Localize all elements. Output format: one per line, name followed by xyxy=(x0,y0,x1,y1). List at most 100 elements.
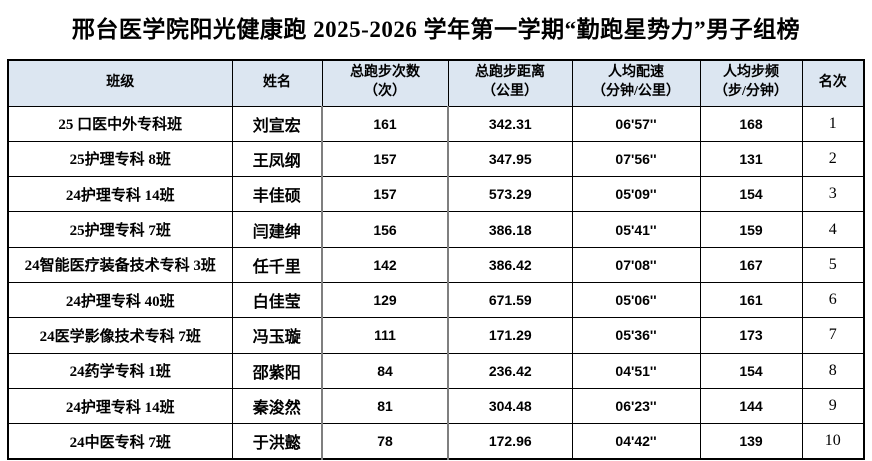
column-header-runs: 总跑步次数 （次） xyxy=(321,59,449,107)
cell-rank: 3 xyxy=(801,176,865,213)
column-header-label: 班级 xyxy=(106,74,135,90)
column-header-unit: （步/分钟） xyxy=(714,84,788,100)
cell-runs: 157 xyxy=(321,176,449,213)
cell-name: 闫建绅 xyxy=(231,211,323,248)
column-header-label: 总跑步距离 xyxy=(475,65,545,81)
cell-distance: 386.18 xyxy=(447,211,573,248)
cell-runs: 156 xyxy=(321,211,449,248)
cell-class: 24中医专科 7班 xyxy=(7,423,233,460)
cell-pace: 07'56'' xyxy=(571,140,701,178)
table-row: 24护理专科 40班 白佳莹 129 671.59 05'06'' 161 6 xyxy=(7,281,865,319)
cell-distance: 386.42 xyxy=(447,246,573,283)
cell-name: 丰佳硕 xyxy=(231,176,323,213)
cell-name: 白佳莹 xyxy=(231,281,323,319)
cell-class: 24护理专科 14班 xyxy=(7,387,233,425)
cell-pace: 05'36'' xyxy=(571,317,701,354)
table-row: 24医学影像技术专科 7班 冯玉璇 111 171.29 05'36'' 173 7 xyxy=(7,317,865,354)
cell-class: 24智能医疗装备技术专科 3班 xyxy=(7,246,233,283)
column-header-label: 名次 xyxy=(818,74,847,90)
page-title: 邢台医学院阳光健康跑 2025-2026 学年第一学期“勤跑星势力”男子组榜 xyxy=(71,17,801,42)
cell-cadence: 173 xyxy=(699,317,803,354)
cell-class: 25 口医中外专科班 xyxy=(7,105,233,142)
cell-cadence: 159 xyxy=(699,211,803,248)
cell-pace: 06'23'' xyxy=(571,387,701,425)
cell-rank: 2 xyxy=(801,140,865,178)
cell-name: 王凤纲 xyxy=(231,140,323,178)
cell-runs: 129 xyxy=(321,281,449,319)
table-row: 24护理专科 14班 丰佳硕 157 573.29 05'09'' 154 3 xyxy=(7,176,865,213)
cell-cadence: 167 xyxy=(699,246,803,283)
cell-cadence: 154 xyxy=(699,176,803,213)
cell-pace: 04'42'' xyxy=(571,423,701,460)
cell-class: 24护理专科 40班 xyxy=(7,281,233,319)
column-header-label: 人均步频 xyxy=(723,65,779,81)
cell-runs: 161 xyxy=(321,105,449,142)
table-row: 24智能医疗装备技术专科 3班 任千里 142 386.42 07'08'' 167 5 xyxy=(7,246,865,283)
cell-name: 刘宣宏 xyxy=(231,105,323,142)
cell-name: 冯玉璇 xyxy=(231,317,323,354)
cell-distance: 236.42 xyxy=(447,352,573,389)
cell-runs: 81 xyxy=(321,387,449,425)
cell-rank: 8 xyxy=(801,352,865,389)
cell-class: 24医学影像技术专科 7班 xyxy=(7,317,233,354)
cell-cadence: 144 xyxy=(699,387,803,425)
table-body: 25 口医中外专科班 刘宣宏 161 342.31 06'57'' 168 1 25护理专科 … xyxy=(7,105,865,460)
cell-distance: 172.96 xyxy=(447,423,573,460)
column-header-label: 总跑步次数 xyxy=(350,65,420,81)
cell-class: 24药学专科 1班 xyxy=(7,352,233,389)
column-header-cadence: 人均步频 （步/分钟） xyxy=(699,59,803,107)
cell-distance: 671.59 xyxy=(447,281,573,319)
cell-distance: 347.95 xyxy=(447,140,573,178)
table-header: 班级 姓名 总跑步次数 （次） 总跑步距离 （公里） 人均配速 （分钟/公里） 人均步频 （步/分… xyxy=(7,59,865,107)
cell-name: 于洪懿 xyxy=(231,423,323,460)
cell-pace: 05'09'' xyxy=(571,176,701,213)
column-header-rank: 名次 xyxy=(801,59,865,107)
column-header-unit: （公里） xyxy=(482,84,538,100)
column-header-label: 姓名 xyxy=(263,74,291,90)
cell-cadence: 154 xyxy=(699,352,803,389)
column-header-label: 人均配速 xyxy=(608,65,664,81)
cell-name: 邵紫阳 xyxy=(231,352,323,389)
column-header-class: 班级 xyxy=(7,59,233,107)
column-header-name: 姓名 xyxy=(231,59,323,107)
column-header-pace: 人均配速 （分钟/公里） xyxy=(571,59,701,107)
leaderboard-table: 班级 姓名 总跑步次数 （次） 总跑步距离 （公里） 人均配速 （分钟/公里） 人均步频 （步/分… xyxy=(7,59,865,460)
cell-pace: 06'57'' xyxy=(571,105,701,142)
cell-class: 24护理专科 14班 xyxy=(7,176,233,213)
cell-rank: 9 xyxy=(801,387,865,425)
cell-distance: 171.29 xyxy=(447,317,573,354)
cell-runs: 142 xyxy=(321,246,449,283)
cell-pace: 04'51'' xyxy=(571,352,701,389)
table-row: 25护理专科 8班 王凤纲 157 347.95 07'56'' 131 2 xyxy=(7,140,865,178)
cell-cadence: 161 xyxy=(699,281,803,319)
table-row: 25 口医中外专科班 刘宣宏 161 342.31 06'57'' 168 1 xyxy=(7,105,865,142)
cell-class: 25护理专科 7班 xyxy=(7,211,233,248)
cell-rank: 4 xyxy=(801,211,865,248)
cell-distance: 573.29 xyxy=(447,176,573,213)
table-row: 25护理专科 7班 闫建绅 156 386.18 05'41'' 159 4 xyxy=(7,211,865,248)
cell-runs: 84 xyxy=(321,352,449,389)
cell-runs: 157 xyxy=(321,140,449,178)
cell-rank: 7 xyxy=(801,317,865,354)
cell-distance: 342.31 xyxy=(447,105,573,142)
cell-pace: 05'06'' xyxy=(571,281,701,319)
header-row: 班级 姓名 总跑步次数 （次） 总跑步距离 （公里） 人均配速 （分钟/公里） 人均步频 （步/分… xyxy=(7,59,865,107)
cell-rank: 6 xyxy=(801,281,865,319)
table-row: 24护理专科 14班 秦浚然 81 304.48 06'23'' 144 9 xyxy=(7,387,865,425)
table-row: 24药学专科 1班 邵紫阳 84 236.42 04'51'' 154 8 xyxy=(7,352,865,389)
cell-pace: 07'08'' xyxy=(571,246,701,283)
cell-rank: 5 xyxy=(801,246,865,283)
cell-name: 秦浚然 xyxy=(231,387,323,425)
cell-runs: 111 xyxy=(321,317,449,354)
cell-rank: 1 xyxy=(801,105,865,142)
column-header-unit: （分钟/公里） xyxy=(592,84,680,100)
column-header-unit: （次） xyxy=(364,84,406,100)
cell-pace: 05'41'' xyxy=(571,211,701,248)
cell-cadence: 168 xyxy=(699,105,803,142)
cell-cadence: 139 xyxy=(699,423,803,460)
cell-cadence: 131 xyxy=(699,140,803,178)
cell-runs: 78 xyxy=(321,423,449,460)
table-row: 24中医专科 7班 于洪懿 78 172.96 04'42'' 139 10 xyxy=(7,423,865,460)
cell-class: 25护理专科 8班 xyxy=(7,140,233,178)
